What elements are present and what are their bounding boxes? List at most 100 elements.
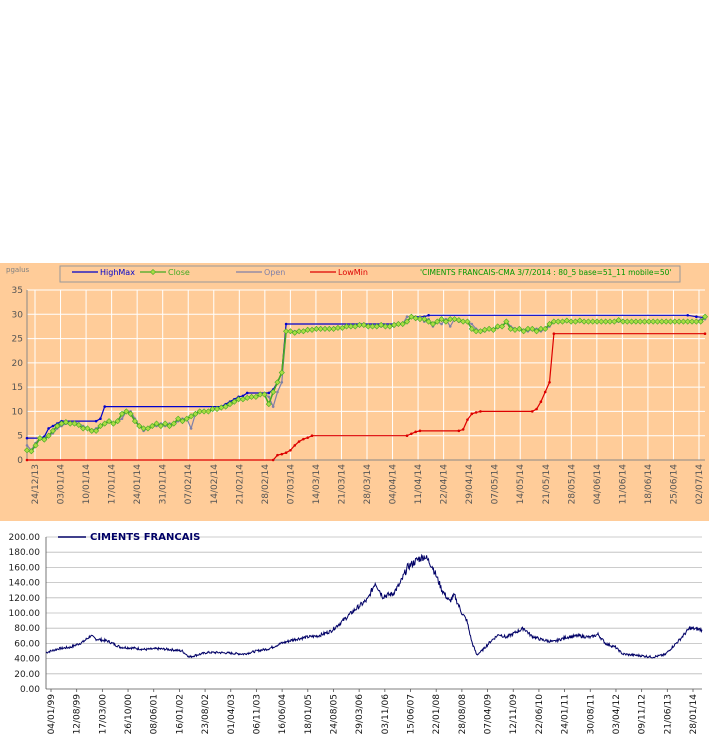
plot-area: 0 5 10 15 20 25 30 35 24/12/13 03/01/14 10/01/14 17… <box>12 286 709 505</box>
point-close <box>67 420 74 427</box>
point-close <box>41 436 48 443</box>
point-open <box>271 405 275 408</box>
point-open <box>440 322 443 326</box>
point-close <box>270 388 277 396</box>
point-lowmin <box>302 437 305 441</box>
point-close <box>382 323 389 330</box>
point-close <box>356 321 363 328</box>
point-close <box>425 318 432 325</box>
point-highmax <box>695 315 698 319</box>
point-close <box>274 379 281 386</box>
point-close <box>170 420 177 427</box>
x-tick-label: 31/01/14 <box>159 464 169 505</box>
point-close <box>118 410 126 417</box>
point-open <box>120 417 124 421</box>
legend-label-highmax: HighMax <box>100 268 135 277</box>
point-close <box>671 318 678 325</box>
point-close <box>261 391 268 398</box>
point-close <box>140 425 147 432</box>
point-close <box>628 318 635 325</box>
x-tick-label: 26/10/00 <box>124 694 134 735</box>
point-close <box>123 408 130 415</box>
point-close <box>106 418 113 425</box>
y-tick-label: 40.00 <box>14 655 40 665</box>
y-tick-label: 80.00 <box>14 624 40 634</box>
point-close <box>287 328 294 335</box>
point-lowmin <box>543 390 547 394</box>
point-highmax <box>686 313 690 317</box>
chart-background <box>0 528 709 742</box>
point-close <box>252 393 259 400</box>
point-highmax <box>47 427 50 430</box>
point-close <box>520 328 527 335</box>
point-close <box>80 425 87 432</box>
point-highmax <box>103 405 107 408</box>
point-close <box>71 420 78 427</box>
point-close <box>494 323 501 330</box>
point-lowmin <box>289 448 292 452</box>
x-tick-label: 10/01/14 <box>82 464 92 505</box>
point-close <box>477 328 484 335</box>
point-close <box>589 318 596 325</box>
x-tick-label: 28/02/14 <box>261 464 271 505</box>
legend-label-lowmin: LowMin <box>338 268 368 277</box>
point-close <box>339 324 346 331</box>
point-lowmin <box>284 451 288 455</box>
corner-label: pgalus <box>6 266 30 274</box>
point-close <box>576 317 583 324</box>
point-close <box>619 318 626 325</box>
x-tick-label: 14/05/14 <box>516 464 526 505</box>
point-open <box>470 322 474 326</box>
x-tick-label: 22/01/08 <box>432 694 442 735</box>
point-close <box>386 323 393 330</box>
point-close <box>594 318 601 325</box>
point-close <box>632 318 639 325</box>
point-lowmin <box>310 434 314 438</box>
y-tick-label: 160.00 <box>9 563 41 573</box>
point-close <box>226 401 233 408</box>
point-close <box>680 318 687 325</box>
y-tick-label: 180.00 <box>9 548 41 558</box>
point-close <box>615 317 622 324</box>
point-close <box>192 410 199 417</box>
point-close <box>300 328 307 335</box>
point-lowmin <box>474 411 478 414</box>
stock-chart-bottom: 0.00 20.00 40.00 60.00 80.00 100.00 120.00 140.… <box>0 528 709 742</box>
x-tick-label: 21/02/14 <box>235 464 245 505</box>
point-close <box>650 318 657 325</box>
point-lowmin <box>479 410 482 413</box>
point-close <box>239 396 246 403</box>
point-close <box>343 323 350 330</box>
chart-title: 'CIMENTS FRANCAIS-CMA 3/7/2014 : 80_5 ba… <box>420 268 671 277</box>
point-close <box>162 420 169 427</box>
x-tick-label: 23/08/02 <box>201 694 211 734</box>
point-lowmin <box>539 400 543 404</box>
point-close <box>464 318 471 325</box>
x-tick-label: 22/06/10 <box>535 694 545 735</box>
y-tick-label: 30 <box>12 310 24 320</box>
chart-background <box>0 263 709 521</box>
point-close <box>28 448 35 455</box>
point-close <box>179 418 186 425</box>
point-close <box>213 405 221 413</box>
x-tick-label: 28/03/14 <box>363 464 373 505</box>
x-tick-label: 08/06/01 <box>150 694 160 734</box>
point-close <box>468 325 475 332</box>
x-tick-label: 18/01/05 <box>304 694 314 734</box>
point-lowmin <box>418 429 422 433</box>
point-highmax <box>267 391 271 395</box>
point-close <box>408 313 415 320</box>
x-tick-label: 21/06/13 <box>663 694 673 734</box>
point-close <box>75 422 82 429</box>
point-close <box>542 325 549 332</box>
point-open <box>405 315 409 319</box>
point-close <box>442 318 449 325</box>
point-close <box>438 316 445 323</box>
x-tick-label: 07/03/14 <box>286 464 296 505</box>
point-highmax <box>427 313 430 317</box>
point-close <box>447 316 454 323</box>
point-close <box>127 410 134 417</box>
point-lowmin <box>25 458 29 462</box>
point-close <box>378 321 385 328</box>
point-close <box>58 420 65 427</box>
